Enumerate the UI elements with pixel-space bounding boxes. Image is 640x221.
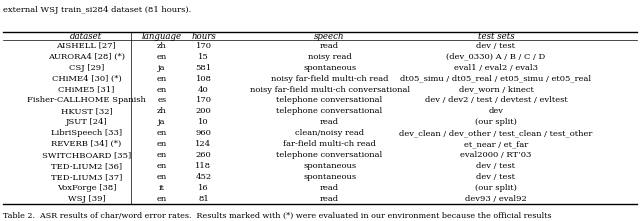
- Text: CHiME4 [30] (*): CHiME4 [30] (*): [52, 74, 121, 83]
- Text: clean/noisy read: clean/noisy read: [295, 129, 364, 137]
- Text: 170: 170: [196, 96, 211, 105]
- Text: dev93 / eval92: dev93 / eval92: [465, 195, 527, 203]
- Text: 15: 15: [198, 53, 209, 61]
- Text: REVERB [34] (*): REVERB [34] (*): [51, 140, 122, 148]
- Text: 170: 170: [196, 42, 211, 50]
- Text: 581: 581: [195, 64, 212, 72]
- Text: zh: zh: [157, 107, 167, 115]
- Text: 108: 108: [196, 74, 211, 83]
- Text: it: it: [159, 184, 165, 192]
- Text: read: read: [320, 195, 339, 203]
- Text: dev / test: dev / test: [477, 173, 515, 181]
- Text: eval1 / eval2 / eval3: eval1 / eval2 / eval3: [454, 64, 538, 72]
- Text: en: en: [157, 74, 167, 83]
- Text: dev: dev: [488, 107, 504, 115]
- Text: en: en: [157, 53, 167, 61]
- Text: TED-LIUM3 [37]: TED-LIUM3 [37]: [51, 173, 122, 181]
- Text: read: read: [320, 118, 339, 126]
- Text: eval2000 / RT’03: eval2000 / RT’03: [460, 151, 532, 159]
- Text: noisy far-field multi-ch conversational: noisy far-field multi-ch conversational: [250, 86, 410, 93]
- Text: (our split): (our split): [475, 184, 517, 192]
- Text: telephone conversational: telephone conversational: [276, 151, 383, 159]
- Text: spontaneous: spontaneous: [303, 162, 356, 170]
- Text: noisy far-field multi-ch read: noisy far-field multi-ch read: [271, 74, 388, 83]
- Text: ja: ja: [158, 64, 166, 72]
- Text: 81: 81: [198, 195, 209, 203]
- Text: et_near / et_far: et_near / et_far: [464, 140, 528, 148]
- Text: SWITCHBOARD [35]: SWITCHBOARD [35]: [42, 151, 131, 159]
- Text: en: en: [157, 173, 167, 181]
- Text: 16: 16: [198, 184, 209, 192]
- Text: AISHELL [27]: AISHELL [27]: [56, 42, 116, 50]
- Text: JSUT [24]: JSUT [24]: [65, 118, 108, 126]
- Text: zh: zh: [157, 42, 167, 50]
- Text: dev_clean / dev_other / test_clean / test_other: dev_clean / dev_other / test_clean / tes…: [399, 129, 593, 137]
- Text: en: en: [157, 195, 167, 203]
- Text: en: en: [157, 151, 167, 159]
- Text: language: language: [142, 32, 182, 41]
- Text: en: en: [157, 140, 167, 148]
- Text: 118: 118: [195, 162, 212, 170]
- Text: telephone conversational: telephone conversational: [276, 107, 383, 115]
- Text: HKUST [32]: HKUST [32]: [61, 107, 112, 115]
- Text: read: read: [320, 184, 339, 192]
- Text: 124: 124: [195, 140, 212, 148]
- Text: far-field multi-ch read: far-field multi-ch read: [283, 140, 376, 148]
- Text: WSJ [39]: WSJ [39]: [68, 195, 105, 203]
- Text: en: en: [157, 162, 167, 170]
- Text: AURORA4 [28] (*): AURORA4 [28] (*): [48, 53, 125, 61]
- Text: external WSJ train_si284 dataset (81 hours).: external WSJ train_si284 dataset (81 hou…: [3, 6, 191, 13]
- Text: (our split): (our split): [475, 118, 517, 126]
- Text: 200: 200: [196, 107, 211, 115]
- Text: Table 2.  ASR results of char/word error rates.  Results marked with (*) were ev: Table 2. ASR results of char/word error …: [3, 212, 552, 220]
- Text: 40: 40: [198, 86, 209, 93]
- Text: read: read: [320, 42, 339, 50]
- Text: ja: ja: [158, 118, 166, 126]
- Text: es: es: [157, 96, 166, 105]
- Text: 452: 452: [195, 173, 212, 181]
- Text: test sets: test sets: [477, 32, 515, 41]
- Text: spontaneous: spontaneous: [303, 64, 356, 72]
- Text: noisy read: noisy read: [308, 53, 351, 61]
- Text: dataset: dataset: [70, 32, 102, 41]
- Text: spontaneous: spontaneous: [303, 173, 356, 181]
- Text: LibriSpeech [33]: LibriSpeech [33]: [51, 129, 122, 137]
- Text: CHiME5 [31]: CHiME5 [31]: [58, 86, 115, 93]
- Text: dev / test: dev / test: [477, 42, 515, 50]
- Text: 960: 960: [196, 129, 211, 137]
- Text: dt05_simu / dt05_real / et05_simu / et05_real: dt05_simu / dt05_real / et05_simu / et05…: [401, 74, 591, 83]
- Text: (dev_0330) A / B / C / D: (dev_0330) A / B / C / D: [446, 53, 546, 61]
- Text: Fisher-CALLHOME Spanish: Fisher-CALLHOME Spanish: [27, 96, 146, 105]
- Text: CSJ [29]: CSJ [29]: [68, 64, 104, 72]
- Text: dev_worn / kinect: dev_worn / kinect: [459, 86, 533, 93]
- Text: telephone conversational: telephone conversational: [276, 96, 383, 105]
- Text: en: en: [157, 86, 167, 93]
- Text: en: en: [157, 129, 167, 137]
- Text: TED-LIUM2 [36]: TED-LIUM2 [36]: [51, 162, 122, 170]
- Text: dev / dev2 / test / devtest / evltest: dev / dev2 / test / devtest / evltest: [424, 96, 568, 105]
- Text: 10: 10: [198, 118, 209, 126]
- Text: VoxForge [38]: VoxForge [38]: [57, 184, 116, 192]
- Text: dev / test: dev / test: [477, 162, 515, 170]
- Text: speech: speech: [314, 32, 345, 41]
- Text: 260: 260: [196, 151, 211, 159]
- Text: hours: hours: [191, 32, 216, 41]
